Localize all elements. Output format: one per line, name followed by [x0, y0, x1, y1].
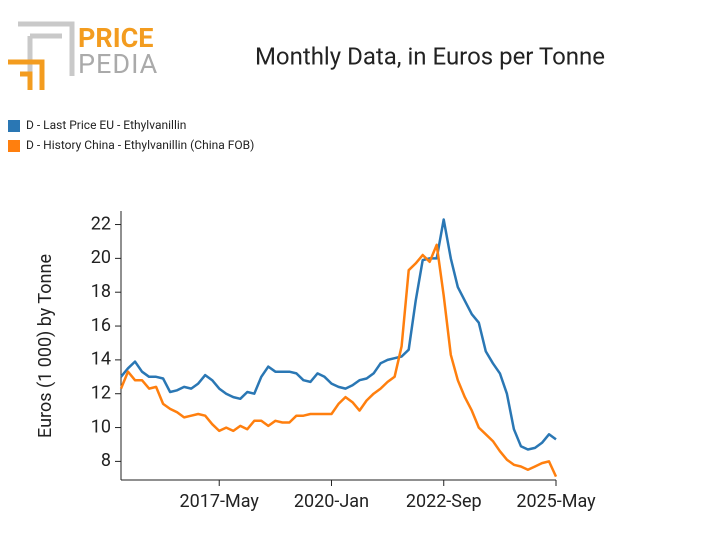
legend-swatch — [8, 120, 20, 132]
y-axis-label: Euros (1 000) by Tonne — [35, 254, 56, 438]
y-tick-label: 12 — [91, 382, 111, 403]
legend-label: D - Last Price EU - Ethylvanillin — [26, 118, 186, 132]
logo-shape — [18, 21, 75, 76]
y-tick-label: 22 — [91, 213, 111, 234]
y-tick-label: 8 — [101, 450, 111, 471]
y-tick-label: 20 — [91, 247, 111, 268]
logo: PRICE PEDIA — [8, 21, 158, 90]
chart-title: Monthly Data, in Euros per Tonne — [255, 42, 605, 70]
legend-label: D - History China - Ethylvanillin (China… — [26, 138, 254, 152]
series-line — [119, 243, 558, 478]
logo-text: PEDIA — [78, 48, 158, 80]
x-tick-label: 2020-Jan — [294, 491, 369, 512]
series-line — [120, 218, 557, 451]
x-tick-label: 2025-May — [516, 491, 596, 512]
legend-swatch — [8, 140, 20, 152]
y-tick-label: 10 — [91, 416, 111, 437]
x-tick-label: 2022-Sep — [406, 491, 482, 512]
y-tick-label: 14 — [91, 349, 111, 370]
logo-shape — [8, 59, 45, 90]
y-tick-label: 16 — [91, 315, 111, 336]
y-tick-label: 18 — [91, 281, 111, 302]
x-tick-label: 2017-May — [180, 491, 260, 512]
logo-text: PRICE — [78, 22, 153, 54]
